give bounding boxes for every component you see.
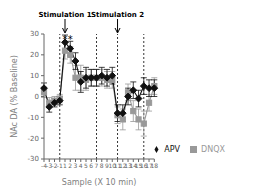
svg-text:*: *: [63, 34, 68, 45]
svg-text:4: 4: [79, 162, 83, 169]
svg-text:6: 6: [89, 162, 93, 169]
svg-text:Stimulation 1: Stimulation 1: [38, 11, 91, 19]
svg-text:0: 0: [35, 93, 39, 101]
svg-text:20: 20: [30, 51, 39, 59]
svg-text:-10: -10: [28, 114, 39, 122]
svg-text:2: 2: [68, 162, 72, 169]
svg-text:-30: -30: [28, 155, 39, 163]
svg-text:*: *: [68, 34, 73, 45]
svg-text:3: 3: [74, 162, 78, 169]
svg-text:-1: -1: [57, 162, 63, 169]
svg-text:10: 10: [30, 72, 39, 80]
svg-text:8: 8: [100, 162, 104, 169]
svg-text:5: 5: [84, 162, 88, 169]
svg-text:NAc DA (% Baseline): NAc DA (% Baseline): [10, 55, 19, 138]
svg-text:7: 7: [95, 162, 99, 169]
svg-text:-20: -20: [28, 135, 39, 143]
svg-text:Stimulation 2: Stimulation 2: [91, 11, 144, 19]
svg-text:1: 1: [63, 162, 67, 169]
svg-text:30: 30: [30, 30, 39, 38]
svg-text:18: 18: [150, 162, 158, 169]
svg-text:Sample (X 10 min): Sample (X 10 min): [62, 178, 137, 187]
